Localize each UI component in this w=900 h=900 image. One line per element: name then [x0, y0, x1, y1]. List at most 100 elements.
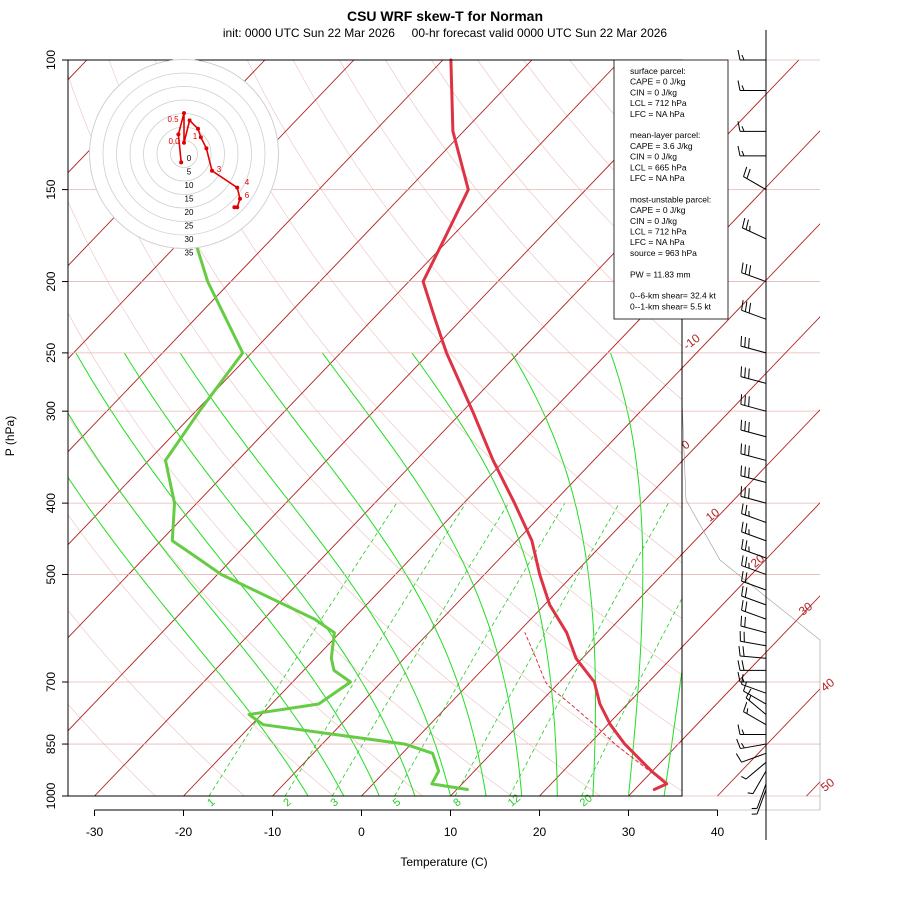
wind-barb [743, 690, 767, 705]
wind-barb-flag [741, 54, 745, 61]
wind-barb-flag [748, 368, 750, 379]
wind-barb-flag [735, 753, 742, 763]
wind-barb [740, 640, 767, 647]
wind-barb [741, 531, 767, 542]
wind-barb [740, 403, 767, 412]
wind-barb-flag [744, 504, 748, 516]
isotherm-line [680, 595, 820, 743]
wind-barb [741, 683, 767, 694]
wind-barb-flag [744, 601, 748, 612]
x-tick-label: 30 [622, 825, 636, 839]
moist-adiabat [663, 666, 682, 796]
wind-barb-flag [741, 300, 744, 311]
moist-adiabat [68, 476, 309, 796]
wind-barb-flag [741, 217, 746, 229]
wind-barb-flag [745, 688, 752, 699]
wind-barb-flag [737, 671, 741, 683]
hodograph-height-label: 6 [245, 191, 250, 200]
info-box-line: source = 963 hPa [630, 248, 697, 258]
moist-adiabat [75, 352, 380, 796]
wind-barb-flag [743, 166, 748, 177]
wind-barb-flag [738, 645, 741, 657]
hodograph-height-label: 1 [193, 132, 198, 141]
mixing-ratio-label: 8 [451, 796, 463, 809]
sounding-traces [164, 58, 669, 791]
wind-barb-flag [744, 444, 746, 455]
wind-barb-flag [744, 556, 748, 567]
isotherm-label: 50 [818, 775, 837, 794]
info-box-line: PW = 11.83 mm [630, 269, 691, 279]
wind-barb-flag [742, 646, 745, 657]
wind-barb-flag [741, 676, 745, 683]
mixing-ratio-line [331, 502, 509, 796]
hodograph-point [182, 140, 186, 145]
hodograph-height-label: 3 [217, 165, 222, 174]
isotherm-line [680, 130, 820, 278]
hodograph-ring-outline [89, 59, 279, 249]
wind-barb [740, 625, 767, 634]
x-tick-label: -10 [264, 825, 282, 839]
dry-adiabat [800, 60, 900, 796]
mixing-ratio-line [284, 502, 467, 796]
wind-barb-flag [741, 585, 744, 597]
wind-barb-flag [737, 49, 741, 61]
x-tick-label: 40 [711, 825, 725, 839]
mixing-ratio-label: 3 [328, 796, 340, 809]
wind-barb-flag [740, 335, 743, 347]
wind-barb [743, 711, 767, 726]
wind-barb-flag [740, 486, 743, 497]
moist-adiabat [411, 352, 558, 796]
wind-barb [756, 783, 767, 809]
wind-barb-flag [737, 80, 741, 91]
info-box-line: LCL = 712 hPa [630, 227, 687, 237]
wind-barb-flag [748, 265, 752, 276]
wind-barb [743, 176, 767, 191]
isotherm-label: 40 [818, 675, 837, 694]
wind-barb-flag [741, 150, 745, 157]
wind-barb [740, 495, 767, 504]
wind-barb [740, 655, 767, 659]
info-box-line: CIN = 0 J/kg [630, 216, 677, 226]
wind-barb [741, 565, 767, 575]
isotherm-line [680, 409, 820, 557]
isotherm-label: 10 [703, 505, 722, 524]
wind-barb-flag [744, 616, 746, 628]
wind-barb-flag [744, 587, 748, 598]
wind-barb [741, 272, 767, 283]
hodograph-point [235, 185, 240, 190]
wind-barb-flag [737, 724, 741, 735]
hodograph-point [182, 111, 186, 116]
mixing-ratio-label: 12 [506, 792, 523, 809]
wind-barb [740, 345, 767, 354]
wind-barb [741, 309, 767, 320]
info-box-line: CIN = 0 J/kg [630, 87, 677, 97]
hodograph-point [176, 132, 181, 137]
wind-barb-flag [741, 729, 745, 735]
info-box-line: mean-layer parcel: [630, 130, 700, 140]
isotherm-label: 20 [748, 551, 767, 570]
wind-barb-flag [741, 538, 744, 550]
wind-barb-flag [741, 126, 745, 132]
hodograph-height-label: 0.0 [168, 137, 180, 146]
hodograph-height-label: 4 [245, 178, 250, 187]
hodograph-ring-outline [102, 72, 266, 236]
parcel-trace [524, 632, 668, 785]
isotherm-line [680, 316, 820, 464]
isotherm-line [68, 60, 533, 546]
x-tick-label: -30 [86, 825, 104, 839]
isotherm-label: 30 [796, 599, 815, 618]
isotherm-line [68, 88, 682, 732]
moist-adiabat [510, 352, 596, 796]
y-tick-label: 700 [44, 672, 58, 692]
hodograph-point [204, 146, 209, 151]
wind-barb-flag [741, 570, 744, 582]
wind-barb-flag [741, 743, 745, 749]
x-tick-label: 20 [533, 825, 547, 839]
info-box-line: LFC = NA hPa [630, 109, 685, 119]
chart-title: CSU WRF skew-T for Norman [347, 8, 543, 24]
isotherm-line [680, 223, 820, 371]
info-box-line: CIN = 0 J/kg [630, 152, 677, 162]
wind-barb [740, 376, 767, 384]
info-box-line: most-unstable parcel: [630, 194, 711, 204]
y-tick-label: 250 [44, 343, 58, 363]
